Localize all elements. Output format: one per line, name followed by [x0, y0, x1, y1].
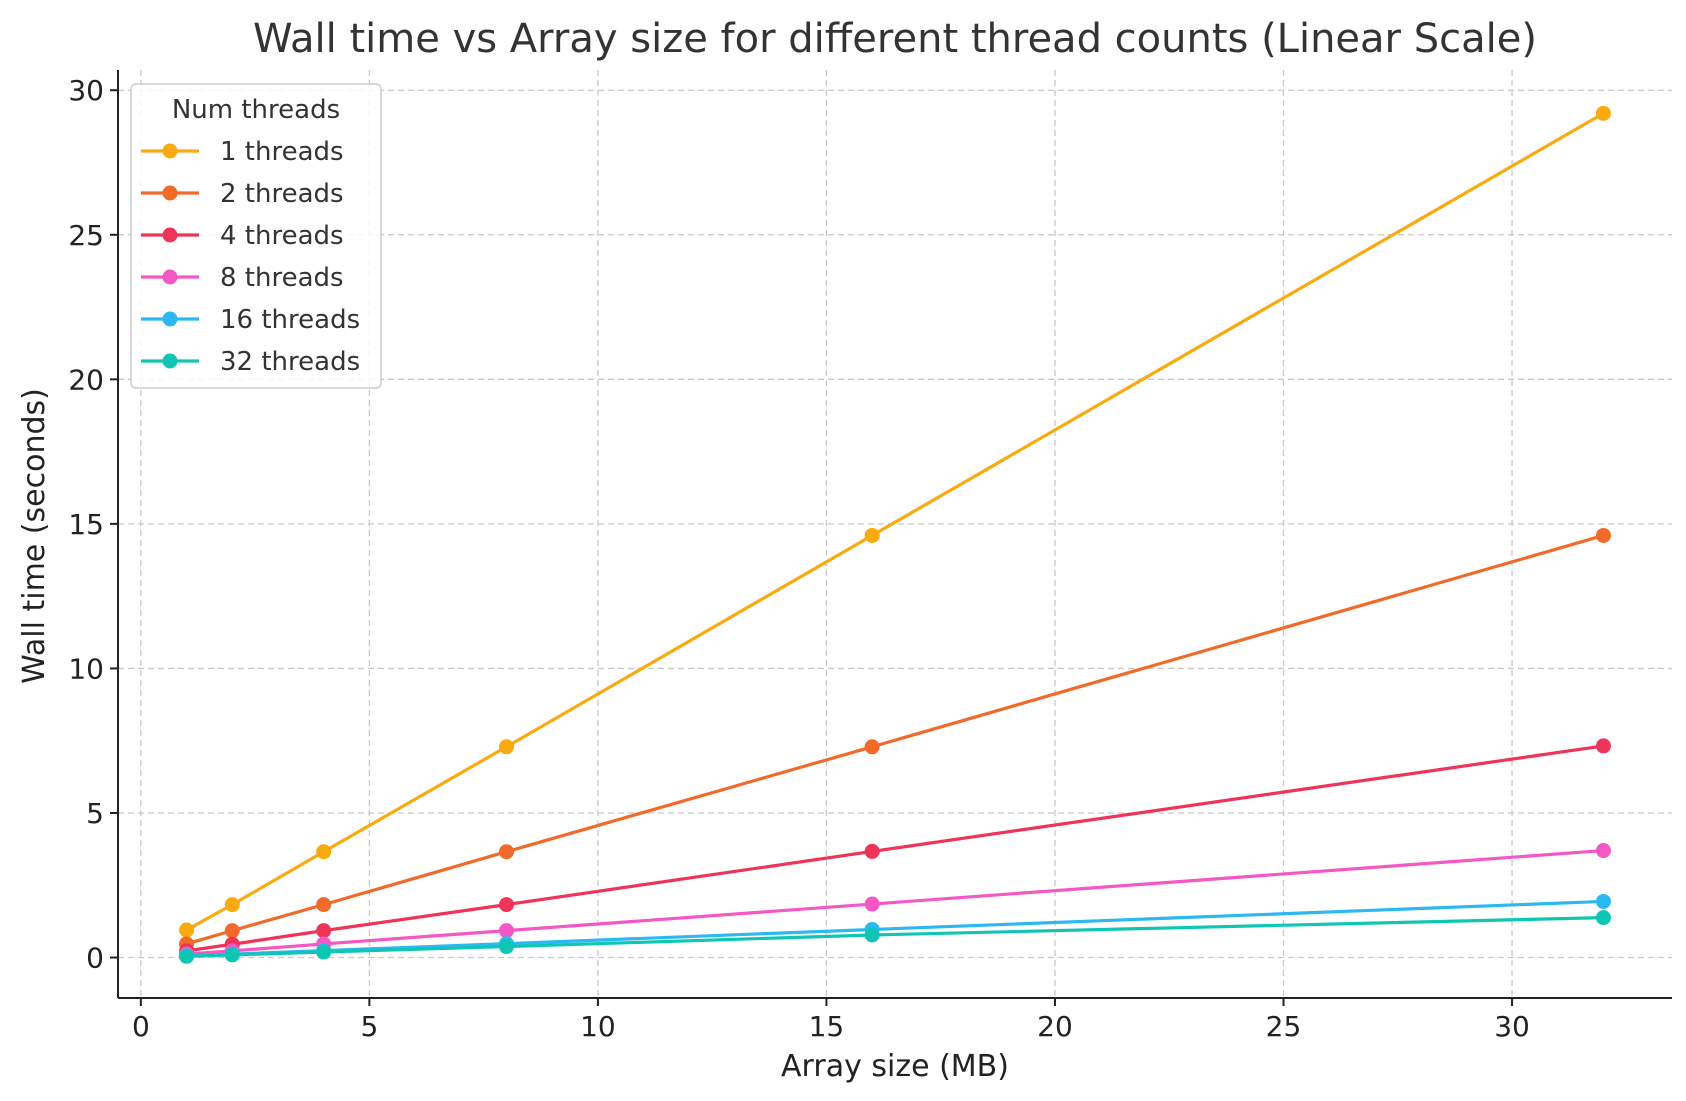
- data-point: [864, 896, 880, 912]
- legend-label: 2 threads: [220, 179, 344, 209]
- data-point: [179, 948, 195, 964]
- legend-marker: [162, 185, 178, 201]
- data-point: [499, 897, 514, 913]
- y-tick-label: 20: [68, 363, 104, 396]
- x-tick-label: 15: [809, 1010, 845, 1043]
- series-2: [179, 527, 1611, 952]
- legend-entry: 2 threads: [141, 179, 344, 209]
- legend-title: Num threads: [172, 95, 340, 125]
- series-line: [184, 744, 1606, 953]
- y-axis-label: Wall time (seconds): [17, 388, 52, 684]
- legend-label: 4 threads: [220, 221, 344, 251]
- y-tick-label: 5: [86, 797, 104, 830]
- data-point: [499, 739, 514, 755]
- data-point: [224, 923, 240, 939]
- legend-label: 1 threads: [220, 137, 344, 167]
- series-layer: [179, 105, 1611, 964]
- legend: Num threads 1 threads 2 threads 4 threads 8…: [130, 83, 382, 389]
- x-tick-label: 30: [1494, 1010, 1530, 1043]
- x-tick-label: 20: [1037, 1010, 1073, 1043]
- legend-marker: [162, 227, 178, 243]
- series-line: [184, 111, 1606, 932]
- chart-title: Wall time vs Array size for different th…: [253, 16, 1537, 62]
- y-tick-label: 10: [68, 652, 104, 685]
- legend-entry: 4 threads: [141, 221, 344, 251]
- legend-entry: 8 threads: [141, 263, 344, 293]
- series-1: [179, 105, 1611, 938]
- data-point: [316, 844, 332, 860]
- series-line: [184, 848, 1606, 956]
- data-point: [1595, 843, 1611, 859]
- series-6: [179, 910, 1611, 964]
- ticks: 0 5 10 15 20 25 30 0 5 10 15 20 25 30: [68, 74, 1529, 1043]
- data-point: [1595, 527, 1611, 543]
- series-4: [179, 843, 1611, 962]
- legend-marker: [162, 311, 178, 327]
- axes: [117, 70, 1672, 999]
- data-point: [864, 927, 880, 943]
- legend-entry: 32 threads: [141, 347, 360, 377]
- legend-marker: [162, 143, 178, 159]
- y-tick-label: 0: [86, 942, 104, 975]
- legend-label: 8 threads: [220, 263, 344, 293]
- legend-entry: 16 threads: [141, 305, 360, 335]
- data-point: [224, 947, 240, 963]
- series-line: [184, 916, 1606, 958]
- data-point: [316, 923, 332, 939]
- data-point: [864, 843, 880, 859]
- data-point: [224, 897, 240, 913]
- legend-label: 32 threads: [220, 347, 360, 377]
- data-point: [316, 897, 332, 913]
- legend-label: 16 threads: [220, 305, 360, 335]
- y-tick-label: 30: [68, 74, 104, 107]
- data-point: [179, 922, 195, 938]
- legend-entries: 1 threads 2 threads 4 threads 8 threads 16 t…: [141, 137, 360, 377]
- legend-marker: [162, 269, 178, 285]
- data-point: [1595, 893, 1611, 909]
- x-axis-label: Array size (MB): [781, 1049, 1009, 1084]
- data-point: [1595, 105, 1611, 121]
- series-line: [184, 899, 1606, 958]
- y-tick-label: 25: [68, 219, 104, 252]
- x-tick-label: 25: [1266, 1010, 1302, 1043]
- x-tick-label: 10: [580, 1010, 616, 1043]
- series-5: [179, 893, 1611, 964]
- data-point: [864, 527, 880, 543]
- series-3: [179, 738, 1611, 959]
- data-point: [864, 739, 880, 755]
- legend-entry: 1 threads: [141, 137, 344, 167]
- y-tick-label: 15: [68, 508, 104, 541]
- x-tick-label: 0: [132, 1010, 150, 1043]
- data-point: [499, 923, 514, 939]
- legend-box: [130, 83, 382, 389]
- x-tick-label: 5: [360, 1010, 378, 1043]
- data-point: [499, 844, 514, 860]
- data-point: [1595, 738, 1611, 754]
- data-point: [499, 939, 514, 955]
- data-point: [1595, 910, 1611, 926]
- series-line: [184, 533, 1606, 946]
- data-point: [316, 944, 332, 960]
- legend-marker: [162, 353, 178, 369]
